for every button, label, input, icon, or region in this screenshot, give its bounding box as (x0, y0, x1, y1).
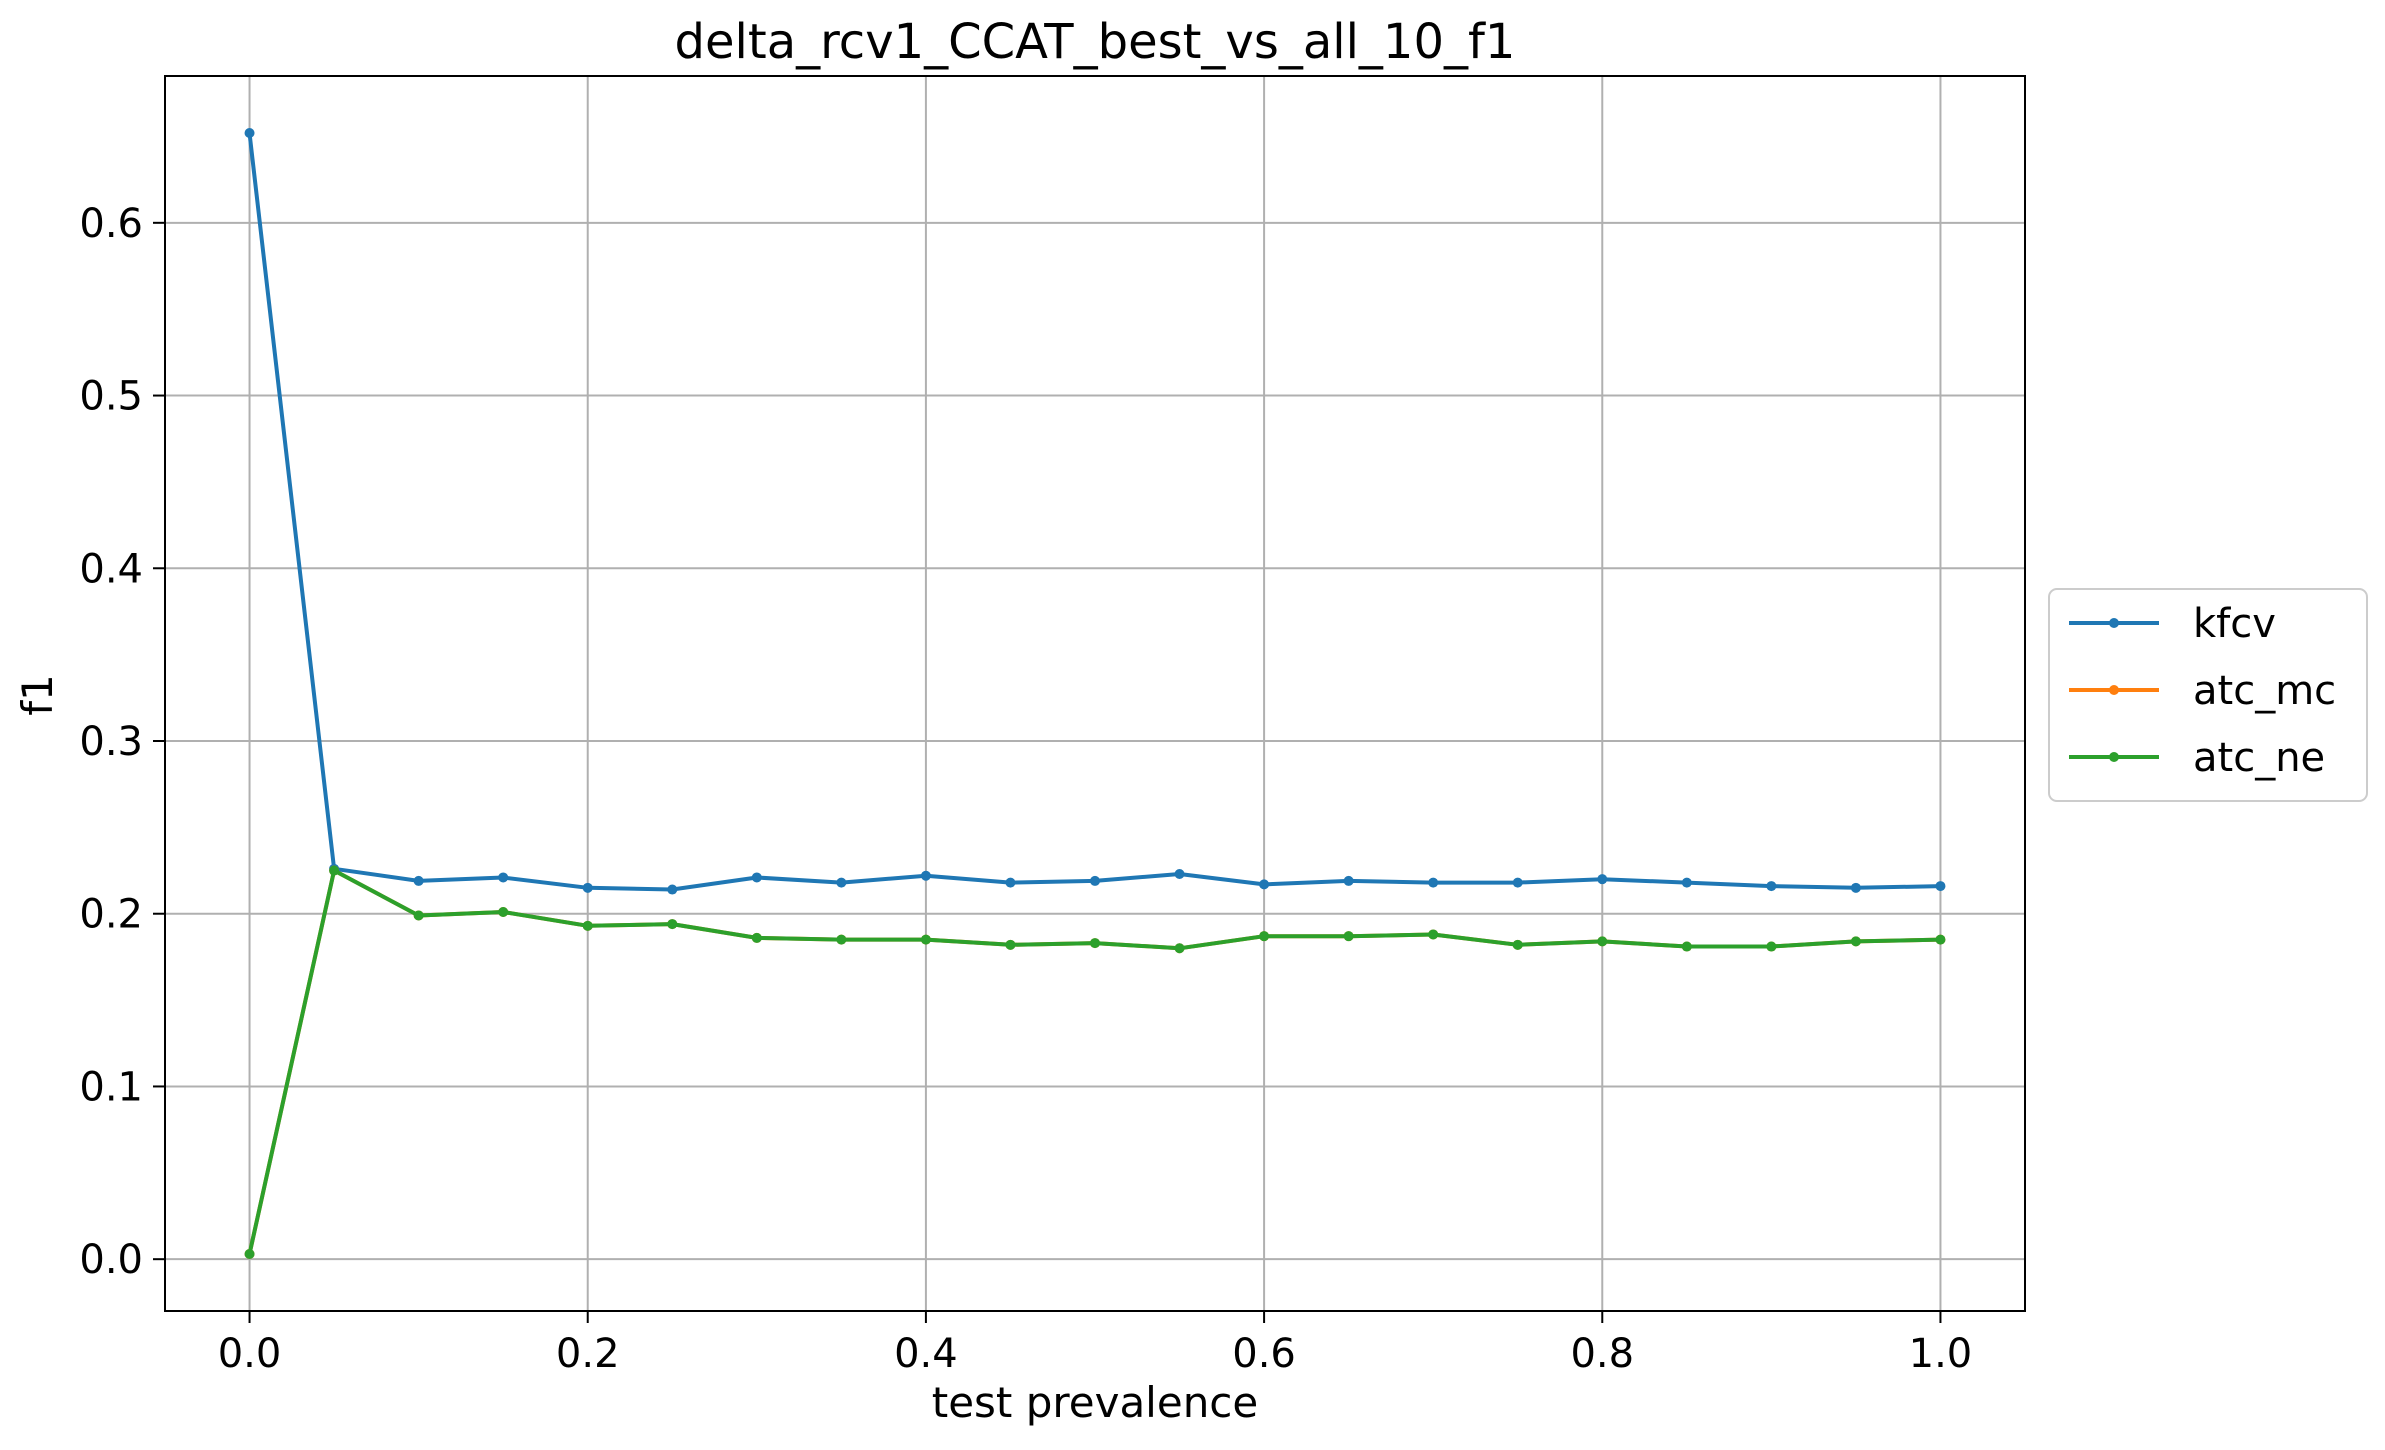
y-tick-label: 0.1 (79, 1064, 143, 1110)
grid (165, 76, 2025, 1311)
data-point-atc_ne (836, 934, 847, 945)
data-point-kfcv (751, 872, 762, 883)
data-point-atc_ne (329, 865, 340, 876)
data-point-atc_ne (1766, 941, 1777, 952)
data-point-atc_ne (1005, 939, 1016, 950)
data-point-kfcv (413, 875, 424, 886)
data-point-atc_ne (1343, 931, 1354, 942)
data-point-atc_ne (244, 1249, 255, 1259)
data-point-atc_ne (582, 920, 593, 931)
data-point-atc_ne (1090, 938, 1100, 949)
data-point-atc_ne (498, 907, 509, 917)
x-tick-label: 0.0 (218, 1331, 282, 1377)
series-kfcv (244, 128, 1946, 895)
data-point-kfcv (920, 870, 931, 881)
data-point-atc_ne (1935, 934, 1946, 945)
data-point-atc_ne (751, 932, 762, 943)
data-point-kfcv (498, 872, 509, 883)
data-point-kfcv (1766, 881, 1777, 892)
data-point-kfcv (1428, 877, 1439, 888)
y-tick-label: 0.3 (79, 719, 143, 765)
data-point-kfcv (1850, 882, 1861, 893)
x-axis-label: test prevalence (932, 1378, 1259, 1427)
legend-entry-atc_mc: atc_mc (2069, 668, 2336, 714)
data-point-kfcv (1512, 877, 1523, 888)
data-point-atc_ne (1259, 931, 1270, 942)
data-point-kfcv (1935, 881, 1946, 892)
legend-swatch-marker (2109, 685, 2119, 695)
data-point-kfcv (1005, 877, 1016, 888)
legend-entry-atc_ne: atc_ne (2069, 735, 2325, 781)
legend-entry-kfcv: kfcv (2069, 601, 2276, 647)
data-point-kfcv (667, 884, 678, 895)
chart-title: delta_rcv1_CCAT_best_vs_all_10_f1 (675, 14, 1516, 70)
y-axis-label: f1 (13, 674, 62, 716)
data-point-kfcv (582, 882, 593, 893)
data-point-kfcv (836, 877, 847, 888)
series-layer (244, 128, 1946, 1259)
data-point-atc_ne (1428, 929, 1439, 940)
x-axis-ticks: 0.0 0.2 0.4 0.6 0.8 1.0 (218, 1311, 1973, 1377)
data-point-kfcv (1597, 874, 1608, 885)
y-axis-ticks: 0.0 0.1 0.2 0.3 0.4 0.5 0.6 (79, 201, 165, 1283)
data-point-kfcv (244, 128, 255, 138)
data-point-atc_ne (667, 919, 678, 930)
data-point-atc_ne (1850, 936, 1861, 947)
series-atc_ne (244, 865, 1946, 1259)
legend-label: atc_mc (2193, 668, 2336, 714)
x-tick-label: 0.4 (894, 1331, 958, 1377)
x-tick-label: 1.0 (1909, 1331, 1973, 1377)
data-point-kfcv (1090, 875, 1100, 886)
data-point-kfcv (1343, 875, 1354, 886)
x-tick-label: 0.8 (1570, 1331, 1634, 1377)
data-point-atc_ne (413, 910, 424, 921)
legend-label: atc_ne (2193, 735, 2325, 781)
data-point-atc_ne (1512, 939, 1523, 950)
y-tick-label: 0.6 (79, 201, 143, 247)
legend: kfcv atc_mc atc_ne (2048, 588, 2368, 802)
data-point-kfcv (1174, 869, 1185, 879)
y-tick-label: 0.0 (79, 1237, 143, 1283)
data-point-atc_ne (1597, 936, 1608, 947)
legend-swatch-marker (2109, 618, 2119, 628)
y-tick-label: 0.5 (79, 374, 143, 420)
data-point-atc_ne (1681, 941, 1692, 952)
data-point-atc_ne (1174, 943, 1185, 954)
data-point-kfcv (1681, 877, 1692, 888)
x-tick-label: 0.2 (556, 1331, 620, 1377)
legend-frame (2048, 588, 2368, 802)
legend-label: kfcv (2193, 601, 2276, 647)
data-point-atc_ne (920, 934, 931, 945)
data-point-kfcv (1259, 879, 1270, 890)
y-tick-label: 0.4 (79, 546, 143, 592)
legend-swatch-marker (2109, 752, 2119, 762)
y-tick-label: 0.2 (79, 892, 143, 938)
x-tick-label: 0.6 (1232, 1331, 1296, 1377)
plot-area-frame (164, 75, 2026, 1312)
